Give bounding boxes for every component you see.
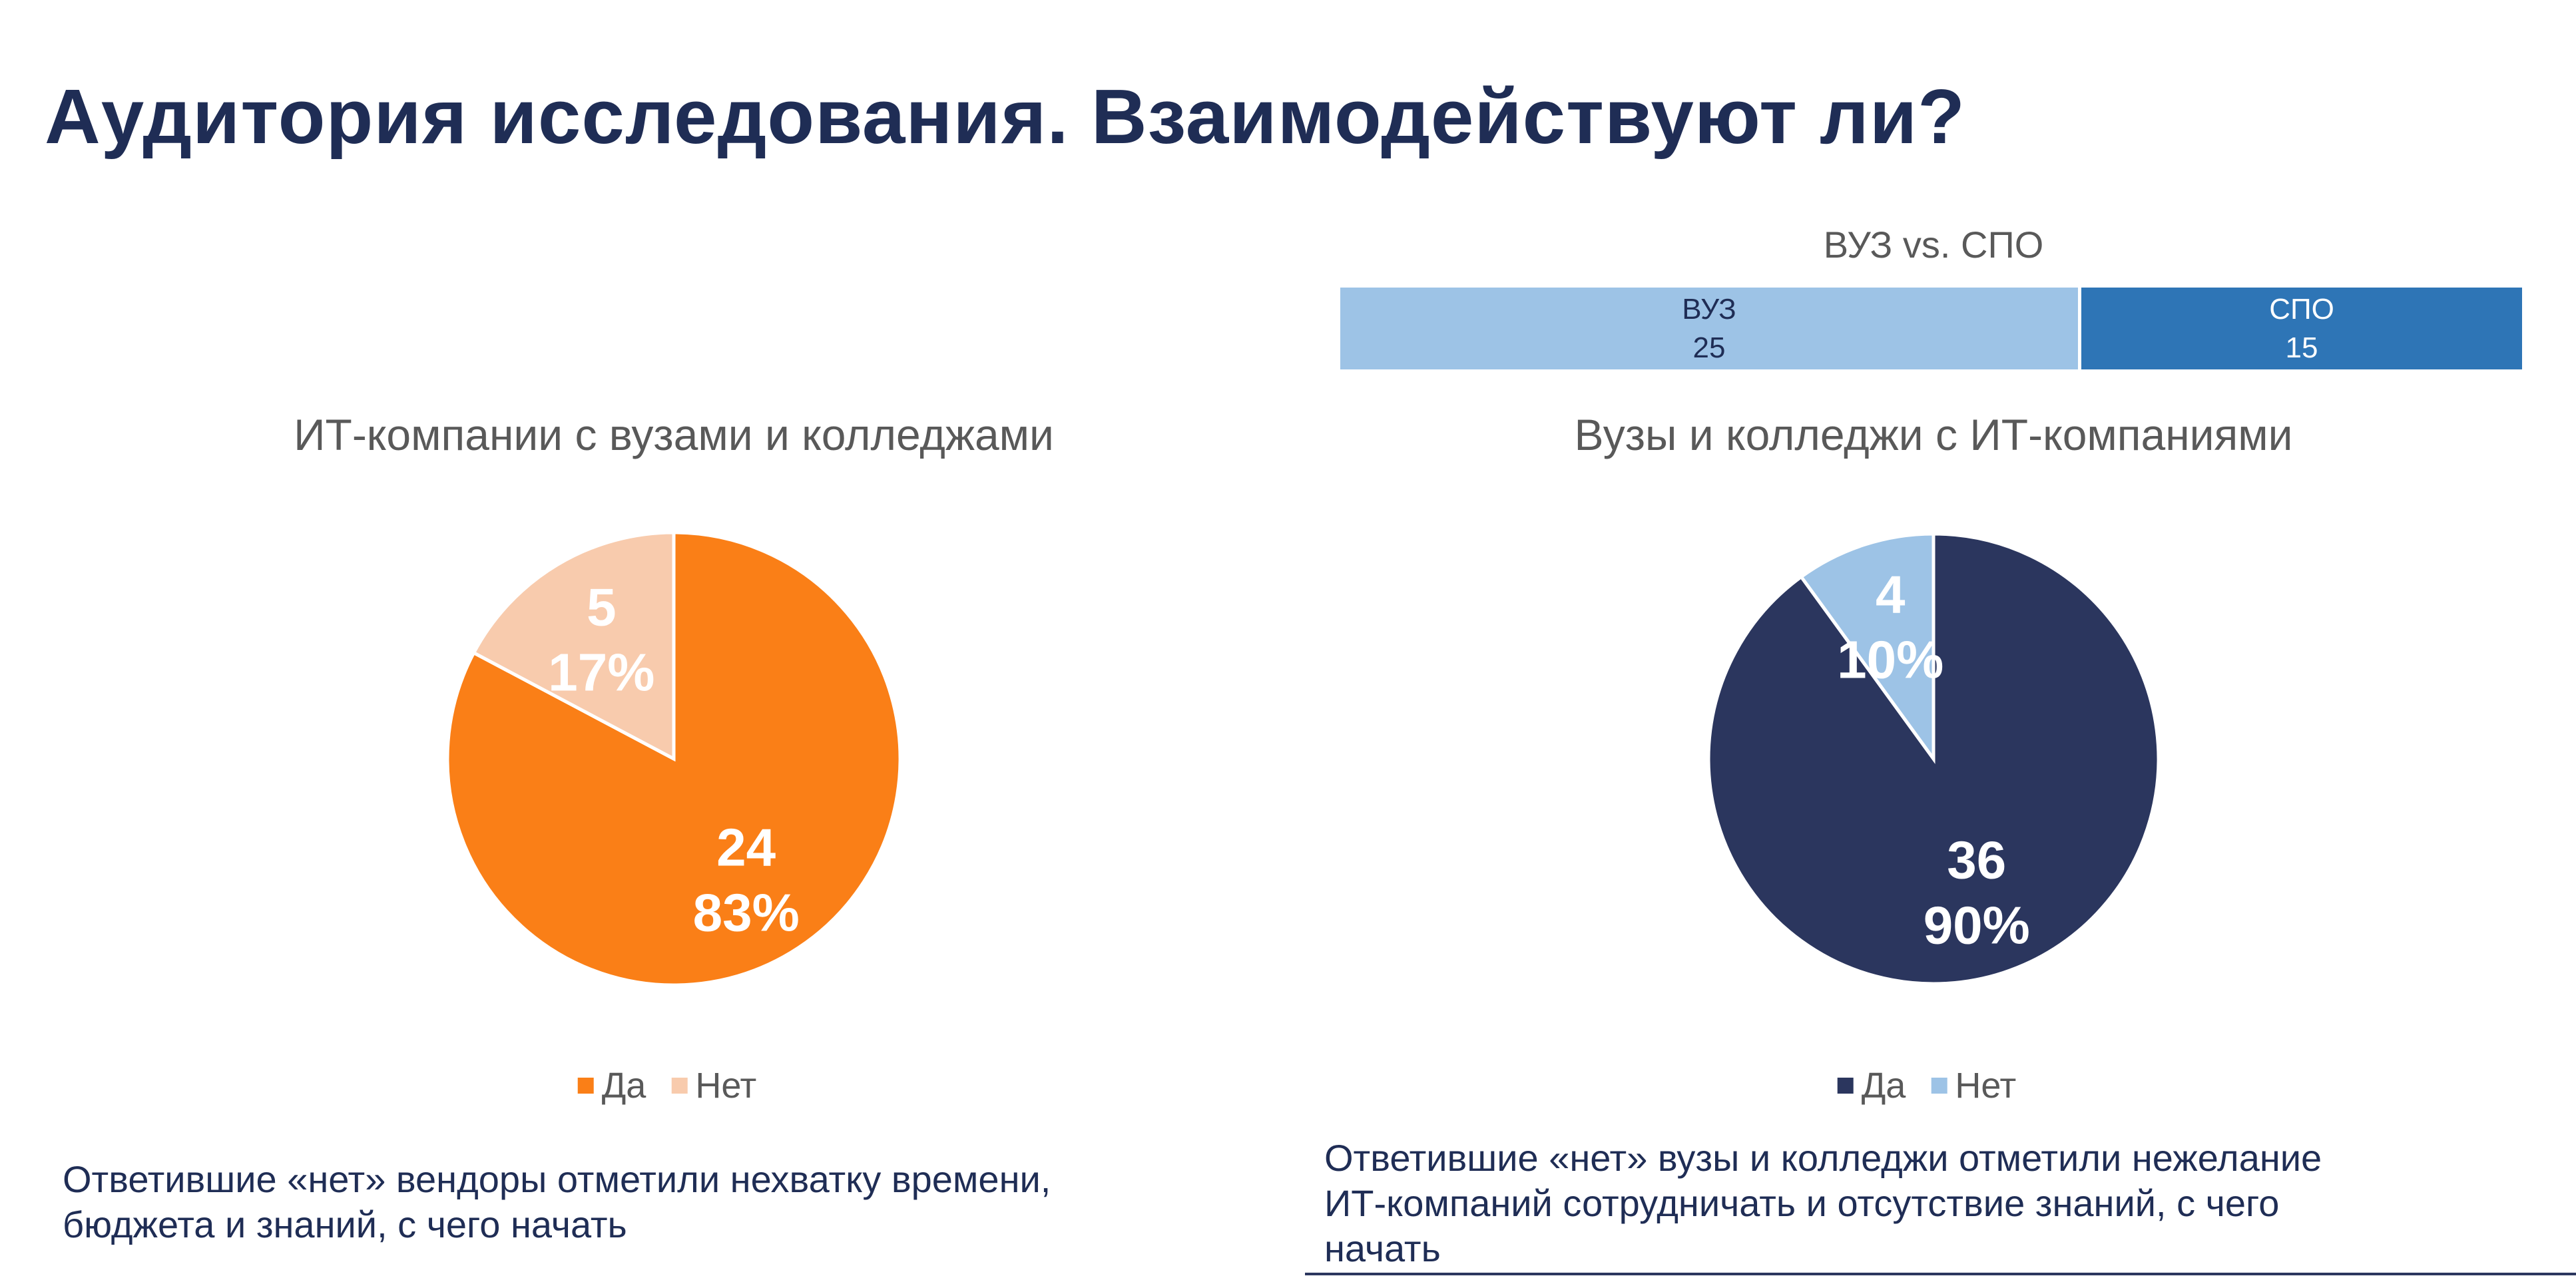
note-line: Ответившие «нет» вендоры отметили нехват… <box>63 1158 1051 1200</box>
pie-slice-Нет <box>471 531 676 762</box>
pie-percent-label: 10% <box>1837 630 1943 690</box>
pie-value-label: 36 <box>1947 830 2006 889</box>
legend-swatch <box>1931 1078 1947 1094</box>
note-left: Ответившие «нет» вендоры отметили нехват… <box>63 1157 1051 1247</box>
bar-label: ВУЗ <box>1682 292 1736 325</box>
pie-value-label: 4 <box>1876 565 1906 624</box>
note-right: Ответившие «нет» вузы и колледжи отметил… <box>1324 1136 2322 1271</box>
bar-chart-title: ВУЗ vs. СПО <box>1823 224 2044 266</box>
pie-value-label: 24 <box>716 818 776 877</box>
pie-slice-Да <box>1706 532 2161 986</box>
legend-label: Нет <box>695 1066 757 1106</box>
bar-label: СПО <box>2269 292 2334 325</box>
note-line: ИТ-компаний сотрудничать и отсутствие зн… <box>1324 1182 2280 1224</box>
legend-label: Да <box>1861 1066 1906 1106</box>
pie-percent-label: 83% <box>693 883 800 943</box>
bar-value: 25 <box>1692 331 1726 364</box>
pie-slice-Нет <box>1798 532 1935 764</box>
legend-item-net: Нет <box>1931 1065 2016 1106</box>
pie-title-right: Вузы и колледжи с ИТ-компаниями <box>1574 410 2293 459</box>
legend-item-da: Да <box>1837 1065 1906 1106</box>
legend-swatch <box>577 1078 594 1094</box>
pie-percent-label: 90% <box>1924 895 2030 955</box>
note-line: Ответившие «нет» вузы и колледжи отметил… <box>1324 1137 2322 1179</box>
divider <box>1305 1273 2576 1275</box>
legend-swatch <box>671 1078 688 1094</box>
note-line: бюджета и знаний, с чего начать <box>63 1203 627 1245</box>
bar-value: 15 <box>2285 331 2318 364</box>
note-line: начать <box>1324 1227 1441 1269</box>
legend-swatch <box>1837 1078 1854 1094</box>
legend-item-net: Нет <box>671 1065 756 1106</box>
page-title: Аудитория исследования. Взаимодействуют … <box>45 73 1965 160</box>
legend-label: Да <box>601 1066 646 1106</box>
pie-value-label: 5 <box>587 577 617 636</box>
legend-label: Нет <box>1955 1066 2017 1106</box>
legend-right: Да Нет <box>1837 1065 2030 1106</box>
pie-title-left: ИТ-компании с вузами и колледжами <box>294 410 1054 459</box>
legend-left: Да Нет <box>577 1065 770 1106</box>
pie-percent-label: 17% <box>548 642 654 702</box>
bar-segment-vuz: ВУЗ 25 <box>1340 288 2078 369</box>
legend-item-da: Да <box>577 1065 646 1106</box>
bar-segment-spo: СПО 15 <box>2081 288 2522 369</box>
